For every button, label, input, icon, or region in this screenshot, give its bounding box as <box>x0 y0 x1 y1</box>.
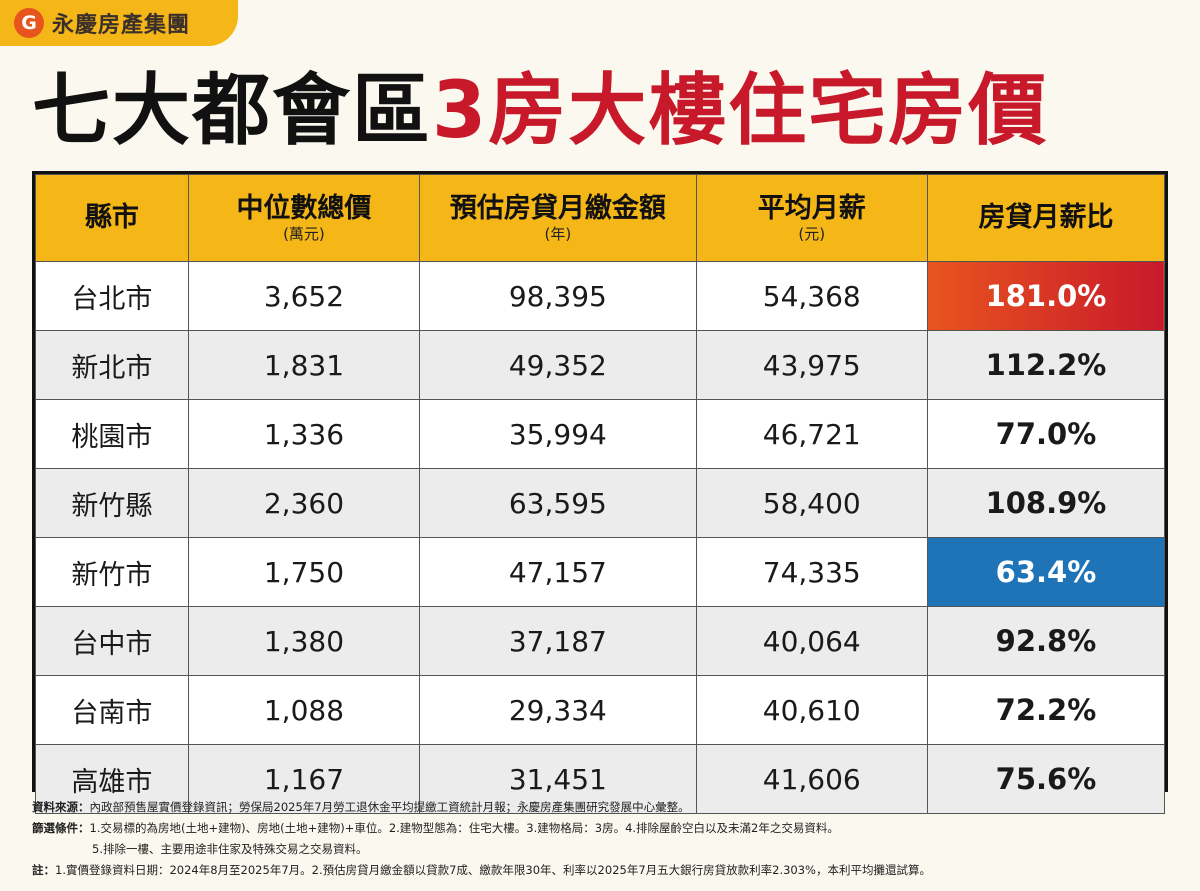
table-row: 高雄市 1,167 31,451 41,606 75.6% <box>35 744 1166 814</box>
cell-monthly-payment: 49,352 <box>419 330 697 400</box>
cell-ratio: 63.4% <box>926 537 1166 607</box>
cell-city: 新竹市 <box>35 537 189 607</box>
cell-median-price: 3,652 <box>187 261 421 331</box>
cell-monthly-payment: 37,187 <box>419 606 697 676</box>
cell-median-price: 1,167 <box>187 744 421 814</box>
cell-median-price: 1,088 <box>187 675 421 745</box>
table-row: 新竹縣 2,360 63,595 58,400 108.9% <box>35 468 1166 538</box>
cell-city: 新北市 <box>35 330 189 400</box>
cell-ratio: 72.2% <box>926 675 1166 745</box>
cell-city: 高雄市 <box>35 744 189 814</box>
col-header-median-price: 中位數總價 (萬元) <box>187 174 421 262</box>
cell-ratio: 92.8% <box>926 606 1166 676</box>
cell-median-price: 1,831 <box>187 330 421 400</box>
cell-ratio: 181.0% <box>926 261 1166 331</box>
table-body: 台北市 3,652 98,395 54,368 181.0% 新北市 1,831 49,352… <box>35 261 1166 814</box>
note-filter-text-1: 1.交易標的為房地(土地+建物)、房地(土地+建物)+車位。2.建物型態為：住宅… <box>89 821 839 835</box>
note-remark-text: 1.實價登錄資料日期：2024年8月至2025年7月。2.預估房貸月繳金額以貸款… <box>55 863 931 877</box>
note-filter-text-2: 5.排除一樓、主要用途非住家及特殊交易之交易資料。 <box>92 842 368 856</box>
note-source-text: 內政部預售屋實價登錄資訊；勞保局2025年7月勞工退休金平均提繳工資統計月報；永… <box>89 800 690 814</box>
notes: 資料來源：內政部預售屋實價登錄資訊；勞保局2025年7月勞工退休金平均提繳工資統… <box>32 797 1172 881</box>
cell-city: 新竹縣 <box>35 468 189 538</box>
cell-monthly-payment: 63,595 <box>419 468 697 538</box>
cell-ratio: 77.0% <box>926 399 1166 469</box>
cell-avg-salary: 46,721 <box>695 399 928 469</box>
headline-part2: 3房大樓住宅房價 <box>432 66 1049 156</box>
column-header-label: 房貸月薪比 <box>978 202 1114 233</box>
table-row: 台北市 3,652 98,395 54,368 181.0% <box>35 261 1166 331</box>
note-remark: 註：1.實價登錄資料日期：2024年8月至2025年7月。2.預估房貸月繳金額以… <box>32 860 1172 881</box>
data-table: 縣市 中位數總價 (萬元) 預估房貸月繳金額 (年) 平均月薪 (元) 房貸月薪比 台北市 3,… <box>35 174 1166 814</box>
cell-ratio: 112.2% <box>926 330 1166 400</box>
cell-monthly-payment: 31,451 <box>419 744 697 814</box>
note-source-label: 資料來源： <box>32 800 90 814</box>
brand-name: 永慶房產集團 <box>52 13 191 38</box>
headline: 七大都會區3房大樓住宅房價 <box>32 56 1172 166</box>
cell-monthly-payment: 47,157 <box>419 537 697 607</box>
cell-city: 台中市 <box>35 606 189 676</box>
table-header-row: 縣市 中位數總價 (萬元) 預估房貸月繳金額 (年) 平均月薪 (元) 房貸月薪比 <box>35 174 1166 262</box>
cell-median-price: 1,750 <box>187 537 421 607</box>
note-source: 資料來源：內政部預售屋實價登錄資訊；勞保局2025年7月勞工退休金平均提繳工資統… <box>32 797 1172 818</box>
cell-city: 台南市 <box>35 675 189 745</box>
cell-avg-salary: 58,400 <box>695 468 928 538</box>
col-header-ratio: 房貸月薪比 <box>926 174 1166 262</box>
cell-avg-salary: 74,335 <box>695 537 928 607</box>
note-filter-label: 篩選條件： <box>32 821 90 835</box>
col-header-monthly-payment: 預估房貸月繳金額 (年) <box>419 174 697 262</box>
cell-ratio: 108.9% <box>926 468 1166 538</box>
cell-median-price: 1,380 <box>187 606 421 676</box>
col-header-city: 縣市 <box>35 174 189 262</box>
table-row: 桃園市 1,336 35,994 46,721 77.0% <box>35 399 1166 469</box>
col-header-avg-salary: 平均月薪 (元) <box>695 174 928 262</box>
note-filter-continued: 5.排除一樓、主要用途非住家及特殊交易之交易資料。 <box>32 839 1172 860</box>
cell-median-price: 2,360 <box>187 468 421 538</box>
cell-avg-salary: 40,610 <box>695 675 928 745</box>
brand-logo-icon: G <box>14 8 44 38</box>
column-header-label: 預估房貸月繳金額 <box>449 193 666 224</box>
table-row: 台南市 1,088 29,334 40,610 72.2% <box>35 675 1166 745</box>
cell-monthly-payment: 35,994 <box>419 399 697 469</box>
note-filter: 篩選條件：1.交易標的為房地(土地+建物)、房地(土地+建物)+車位。2.建物型… <box>32 818 1172 839</box>
cell-avg-salary: 40,064 <box>695 606 928 676</box>
note-remark-label: 註： <box>32 863 55 877</box>
cell-avg-salary: 43,975 <box>695 330 928 400</box>
cell-city: 台北市 <box>35 261 189 331</box>
data-table-container: 縣市 中位數總價 (萬元) 預估房貸月繳金額 (年) 平均月薪 (元) 房貸月薪比 台北市 3,… <box>32 171 1168 814</box>
column-header-label: 平均月薪 <box>757 193 866 224</box>
headline-part1: 七大都會區 <box>32 66 433 156</box>
column-header-unit: (年) <box>544 225 572 243</box>
column-header-unit: (萬元) <box>283 225 325 243</box>
cell-median-price: 1,336 <box>187 399 421 469</box>
brand-tab: G 永慶房產集團 <box>0 0 238 46</box>
table-row: 新北市 1,831 49,352 43,975 112.2% <box>35 330 1166 400</box>
cell-avg-salary: 41,606 <box>695 744 928 814</box>
table-row: 台中市 1,380 37,187 40,064 92.8% <box>35 606 1166 676</box>
cell-ratio: 75.6% <box>926 744 1166 814</box>
column-header-label: 中位數總價 <box>236 193 372 224</box>
table-row: 新竹市 1,750 47,157 74,335 63.4% <box>35 537 1166 607</box>
cell-avg-salary: 54,368 <box>695 261 928 331</box>
cell-monthly-payment: 98,395 <box>419 261 697 331</box>
cell-monthly-payment: 29,334 <box>419 675 697 745</box>
column-header-unit: (元) <box>798 225 826 243</box>
column-header-label: 縣市 <box>84 202 139 233</box>
cell-city: 桃園市 <box>35 399 189 469</box>
